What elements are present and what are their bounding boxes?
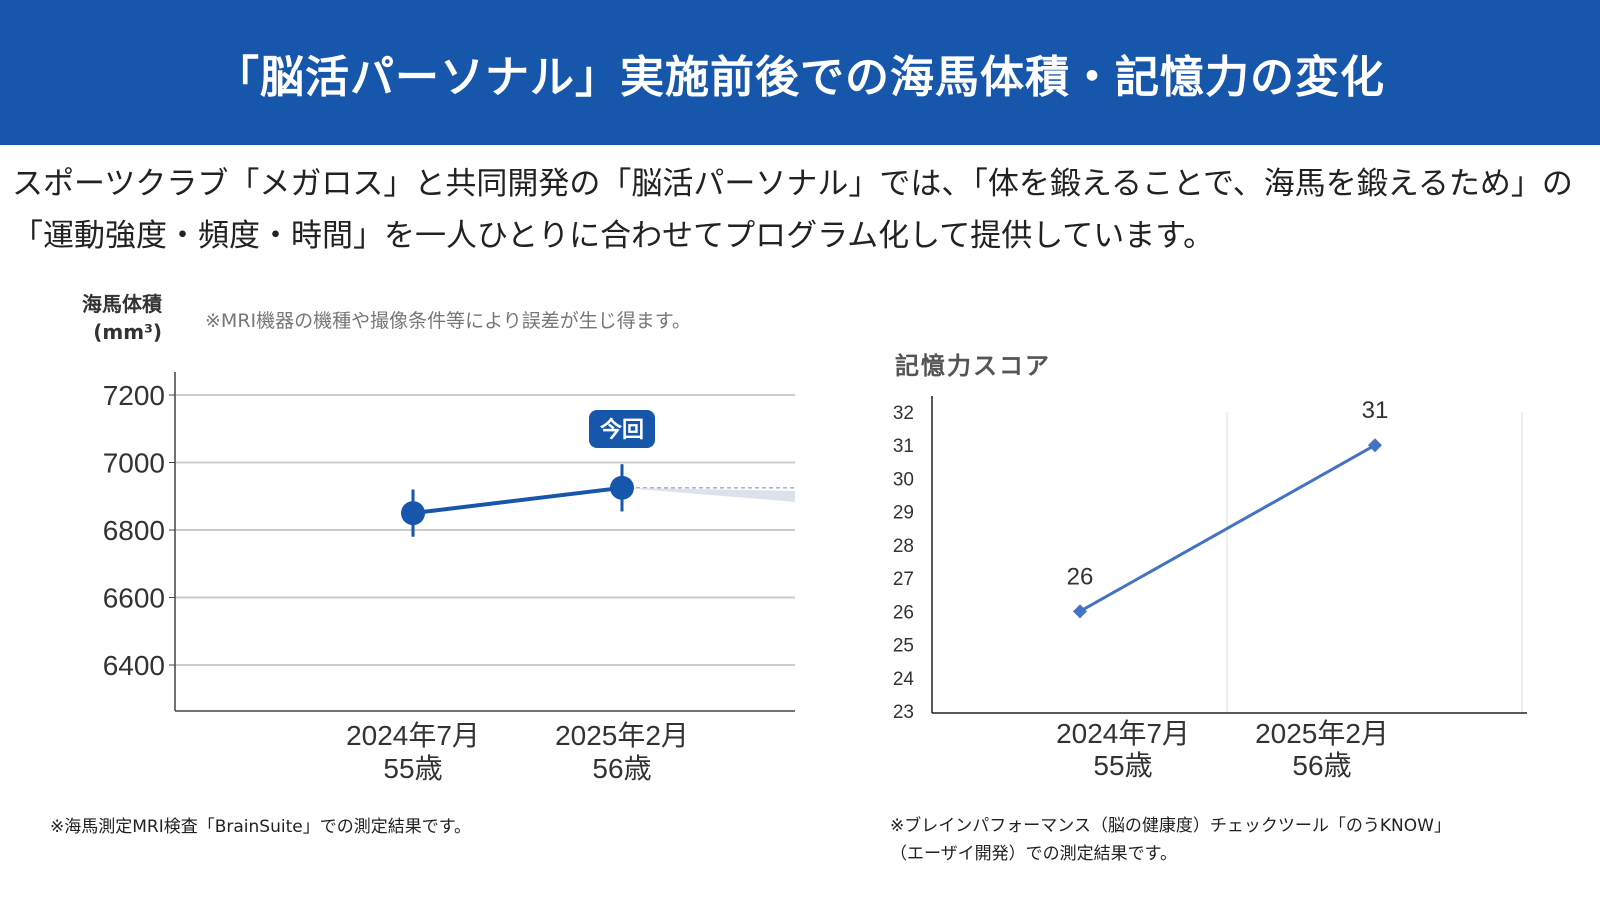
left-ylabel: 海馬体積 (mm³) (70, 290, 162, 346)
y-tick-label: 30 (893, 469, 914, 490)
y-tick-label: 7200 (103, 380, 165, 411)
x-tick-label: 2024年7月 (346, 720, 480, 751)
x-tick-label: 56歳 (1292, 750, 1351, 781)
ylabel-unit: (mm³) (93, 320, 162, 344)
y-tick-label: 26 (893, 602, 914, 623)
data-point (610, 475, 634, 500)
x-tick-label: 2025年2月 (1255, 718, 1389, 749)
data-label: 31 (1362, 397, 1389, 424)
right-title: 記憶力スコア (895, 352, 1051, 380)
x-tick-label: 2025年2月 (555, 720, 689, 751)
y-tick-label: 29 (893, 503, 914, 524)
left-note: ※MRI機器の機種や撮像条件等により誤差が生じ得ます。 (205, 310, 691, 332)
highlight-badge (589, 410, 655, 448)
y-tick-label: 25 (893, 636, 914, 657)
y-tick-label: 6600 (103, 583, 165, 614)
y-tick-label: 6800 (103, 515, 165, 546)
x-tick-label: 55歳 (383, 753, 442, 784)
y-tick-label: 27 (893, 569, 914, 590)
data-point (401, 501, 425, 526)
data-label: 26 (1067, 563, 1094, 590)
x-tick-label: 2024年7月 (1056, 718, 1190, 749)
x-tick-label: 56歳 (592, 753, 651, 784)
y-tick-label: 23 (893, 702, 914, 723)
y-tick-label: 6400 (103, 650, 165, 681)
data-point (1073, 604, 1087, 619)
y-tick-label: 28 (893, 536, 914, 557)
y-tick-label: 7000 (103, 448, 165, 479)
intro-text: スポーツクラブ「メガロス」と共同開発の「脳活パーソナル」では、「体を鍛えることで… (12, 166, 1573, 254)
y-tick-label: 32 (893, 403, 914, 424)
right-footnote: ※ブレインパフォーマンス（脳の健康度）チェックツール「のうKNOW」 （エーザイ… (890, 812, 1451, 868)
left-footnote: ※海馬測定MRI検査「BrainSuite」での測定結果です。 (50, 817, 472, 837)
highlight-label: 今回 (600, 417, 644, 442)
y-tick-label: 24 (893, 669, 915, 690)
right-footnote-line2: （エーザイ開発）での測定結果です。 (890, 844, 1177, 864)
right-footnote-line1: ※ブレインパフォーマンス（脳の健康度）チェックツール「のうKNOW」 (890, 816, 1451, 836)
projection-band (622, 487, 795, 502)
page-title: 「脳活パーソナル」実施前後での海馬体積・記憶力の変化 (0, 0, 1600, 145)
series-line (412, 485, 623, 516)
series-line (1079, 443, 1376, 613)
y-tick-label: 31 (893, 436, 914, 457)
data-point (1368, 438, 1382, 453)
x-tick-label: 55歳 (1093, 750, 1152, 781)
ylabel-text: 海馬体積 (82, 292, 162, 316)
